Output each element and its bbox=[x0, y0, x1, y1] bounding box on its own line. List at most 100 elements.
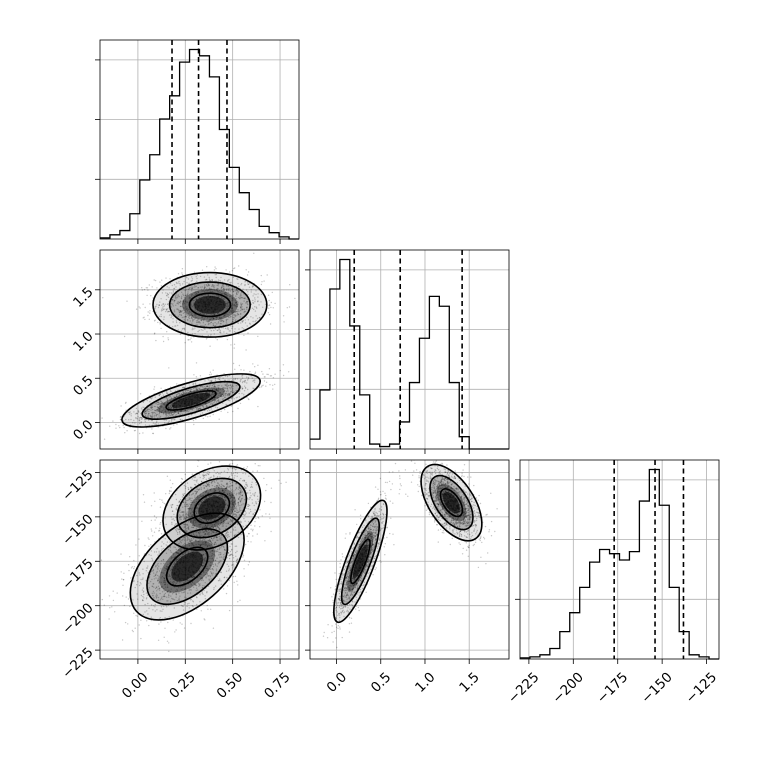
sample-point bbox=[266, 373, 268, 375]
sample-point bbox=[138, 432, 141, 435]
sample-point bbox=[179, 284, 181, 286]
sample-point bbox=[242, 556, 244, 558]
sample-point bbox=[209, 288, 211, 290]
sample-point bbox=[220, 317, 223, 319]
sample-point bbox=[168, 396, 170, 398]
sample-point bbox=[219, 279, 221, 282]
sample-point bbox=[219, 523, 222, 526]
sample-point bbox=[217, 295, 220, 297]
sample-point bbox=[214, 378, 216, 380]
sample-point bbox=[183, 386, 185, 388]
sample-point bbox=[226, 382, 228, 384]
sample-point bbox=[213, 383, 215, 385]
sample-point bbox=[187, 527, 189, 529]
sample-point bbox=[222, 317, 224, 319]
sample-point bbox=[115, 423, 117, 426]
sample-point bbox=[158, 304, 160, 306]
sample-point bbox=[219, 395, 222, 398]
sample-point bbox=[246, 300, 248, 303]
sample-point bbox=[230, 344, 232, 346]
sample-point bbox=[167, 401, 169, 403]
sample-point bbox=[163, 422, 166, 424]
sample-point bbox=[193, 523, 195, 525]
sample-point bbox=[147, 416, 149, 418]
x-tick-label: −125 bbox=[683, 669, 721, 707]
sample-point bbox=[194, 327, 196, 329]
sample-point bbox=[227, 288, 229, 290]
sample-point bbox=[237, 584, 239, 586]
sample-point bbox=[227, 469, 230, 471]
sample-point bbox=[238, 285, 240, 288]
sample-point bbox=[171, 284, 173, 287]
sample-point bbox=[150, 416, 152, 418]
sample-point bbox=[214, 406, 217, 408]
sample-point bbox=[182, 303, 184, 305]
sample-point bbox=[143, 501, 146, 503]
sample-point bbox=[201, 385, 203, 388]
sample-point bbox=[231, 270, 234, 272]
sample-point bbox=[185, 301, 187, 303]
sample-point bbox=[157, 401, 160, 403]
sample-point bbox=[252, 302, 254, 304]
sample-point bbox=[148, 416, 150, 419]
sample-point bbox=[191, 497, 193, 499]
sample-point bbox=[217, 390, 220, 392]
sample-point bbox=[238, 514, 240, 516]
sample-point bbox=[217, 322, 219, 324]
sample-point bbox=[209, 318, 211, 320]
sample-point bbox=[238, 396, 240, 398]
sample-point bbox=[223, 486, 225, 488]
sample-point bbox=[186, 295, 188, 297]
sample-point bbox=[170, 316, 172, 319]
sample-point bbox=[223, 394, 225, 396]
sample-point bbox=[155, 527, 157, 529]
sample-point bbox=[246, 379, 249, 381]
sample-point bbox=[101, 417, 103, 419]
sample-point bbox=[232, 467, 234, 469]
sample-point bbox=[210, 288, 212, 290]
sample-point bbox=[213, 398, 216, 400]
sample-point bbox=[179, 418, 181, 421]
sample-point bbox=[222, 489, 224, 492]
sample-point bbox=[206, 388, 209, 391]
sample-point bbox=[229, 295, 231, 298]
sample-point bbox=[202, 477, 204, 480]
sample-point bbox=[208, 477, 210, 480]
sample-point bbox=[237, 601, 239, 603]
sample-point bbox=[153, 412, 155, 414]
sample-point bbox=[247, 283, 249, 285]
sample-point bbox=[159, 281, 161, 283]
sample-point bbox=[194, 291, 197, 293]
sample-point bbox=[236, 464, 239, 466]
sample-point bbox=[244, 297, 246, 299]
sample-point bbox=[203, 284, 206, 286]
sample-point bbox=[219, 395, 222, 397]
sample-point bbox=[197, 291, 199, 294]
sample-point bbox=[148, 413, 150, 415]
sample-point bbox=[168, 314, 171, 316]
sample-point bbox=[148, 408, 151, 411]
sample-point bbox=[151, 404, 153, 406]
sample-point bbox=[166, 311, 169, 313]
sample-point bbox=[241, 296, 244, 299]
sample-point bbox=[178, 411, 180, 413]
sample-point bbox=[212, 527, 215, 529]
sample-point bbox=[103, 438, 106, 440]
sample-point bbox=[178, 302, 181, 304]
sample-point bbox=[209, 494, 211, 497]
sample-point bbox=[233, 331, 236, 333]
sample-point bbox=[109, 607, 111, 609]
sample-point bbox=[240, 491, 242, 494]
sample-point bbox=[109, 425, 111, 427]
sample-point bbox=[182, 312, 185, 314]
sample-point bbox=[191, 276, 193, 278]
sample-point bbox=[244, 281, 246, 283]
sample-point bbox=[217, 283, 219, 285]
sample-point bbox=[177, 303, 179, 305]
sample-point bbox=[119, 426, 121, 429]
sample-point bbox=[235, 487, 238, 490]
sample-point bbox=[196, 388, 198, 390]
sample-point bbox=[175, 298, 177, 300]
sample-point bbox=[226, 328, 228, 330]
sample-point bbox=[225, 321, 228, 323]
